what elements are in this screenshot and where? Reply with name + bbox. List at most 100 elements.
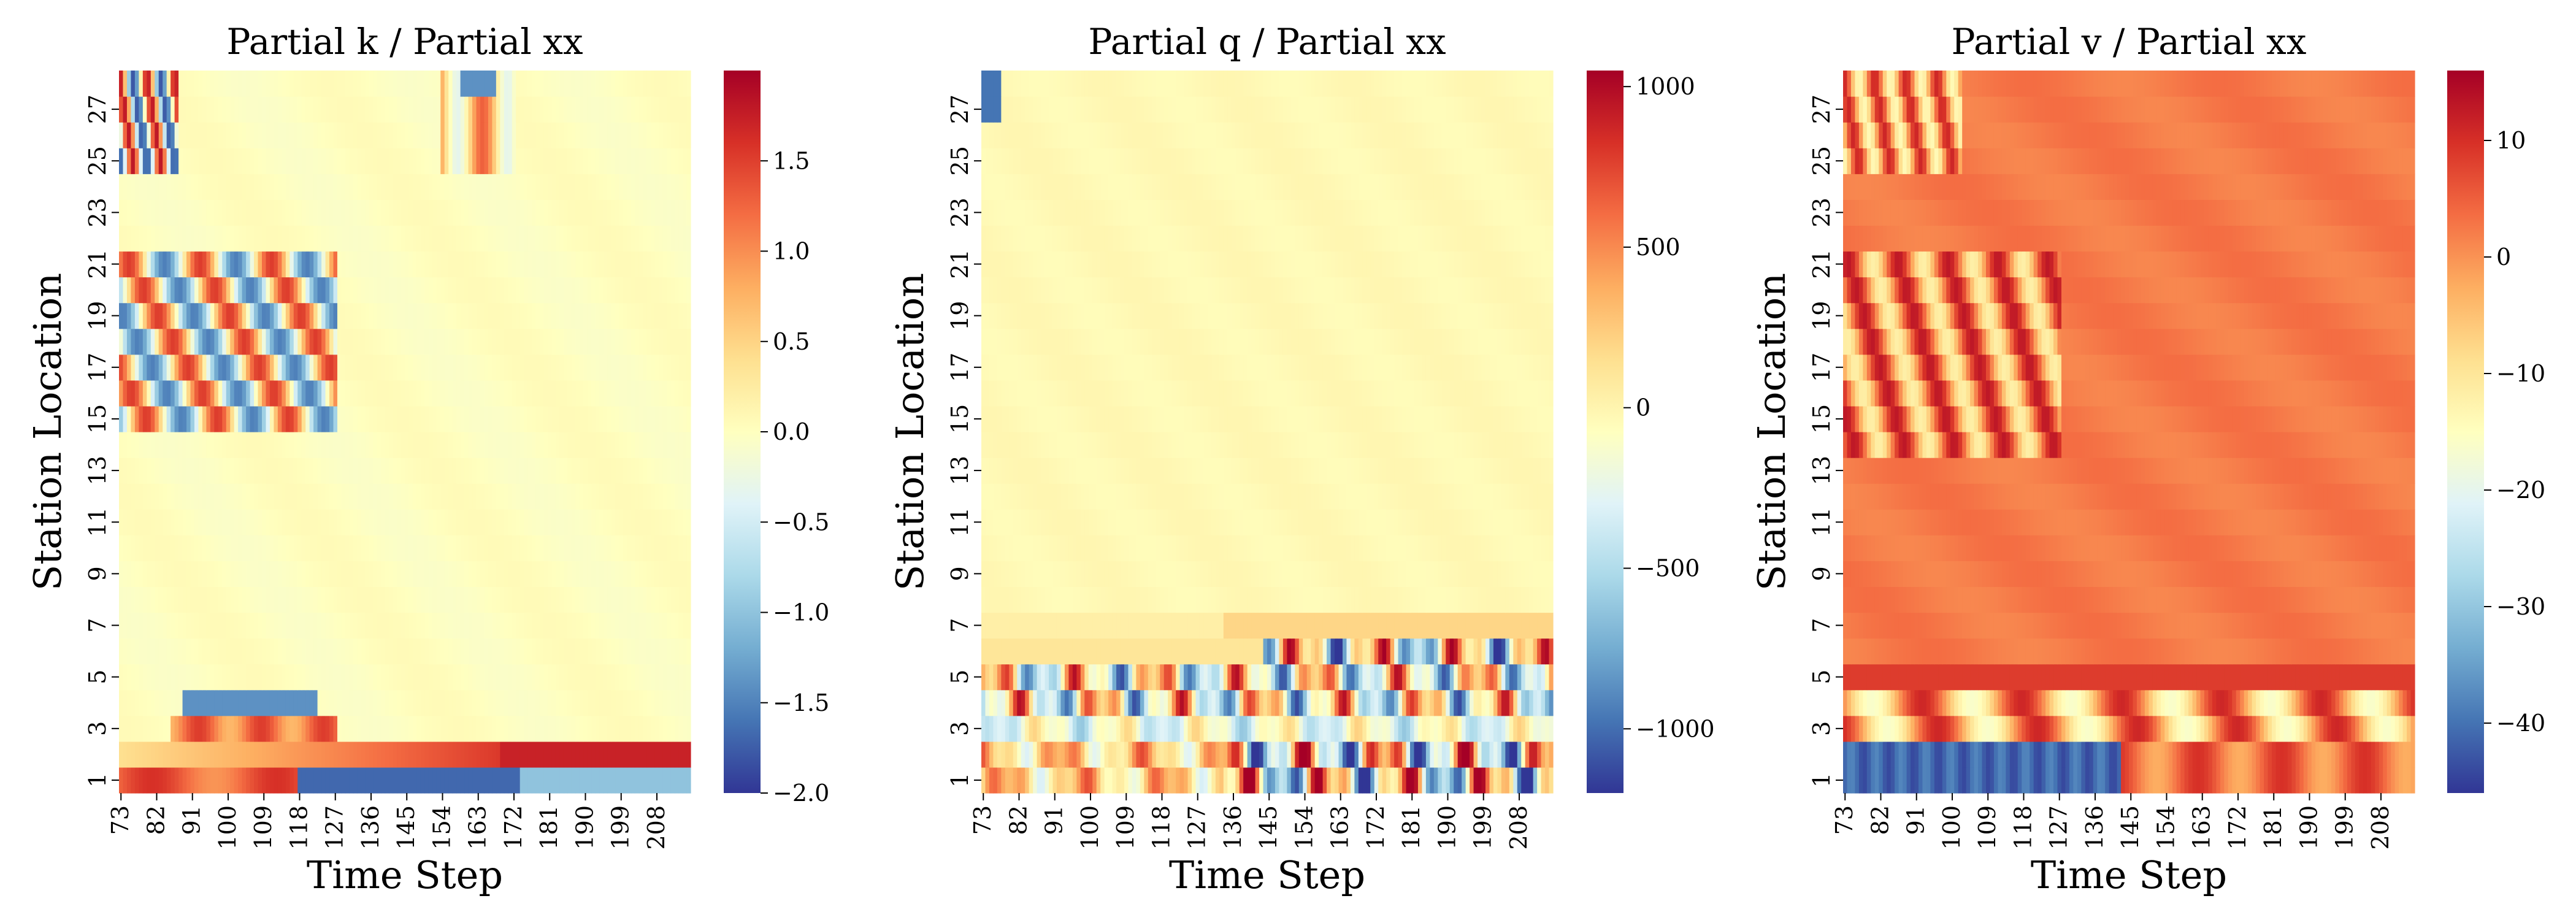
heatmap-cell [659,277,664,304]
heatmap-cell [480,483,485,510]
heatmap-cell [516,225,521,252]
heatmap-cell [1021,741,1025,768]
heatmap-cell [234,380,239,407]
heatmap-cell [226,354,231,381]
heatmap-cell [540,251,545,278]
heatmap-cell [313,174,318,200]
heatmap-cell [623,767,628,794]
heatmap-cell [234,225,239,252]
heatmap-cell [155,380,159,407]
heatmap-cell [401,689,405,716]
heatmap-cell [357,586,362,613]
heatmap-cell [464,225,469,252]
heatmap-cell [293,458,298,484]
heatmap-cell [397,741,402,768]
heatmap-cell [158,638,163,665]
heatmap-cell [1259,715,1264,742]
heatmap-cell [631,251,635,278]
heatmap-cell [274,715,278,742]
heatmap-cell [214,277,219,304]
heatmap-cell [123,96,128,123]
heatmap-cell [452,405,457,432]
heatmap-cell [635,302,640,329]
heatmap-cell [678,148,683,174]
heatmap-cell [321,715,326,742]
heatmap-cell [1438,715,1443,742]
heatmap-cell [583,741,588,768]
heatmap-cell [1088,638,1093,665]
heatmap-cell [134,354,139,381]
heatmap-cell [1525,715,1530,742]
heatmap-cell [385,509,389,535]
heatmap-cell [619,174,624,200]
heatmap-cell [428,122,433,148]
heatmap-cell [321,664,326,691]
heatmap-cell [460,174,465,200]
heatmap-cell [246,586,251,613]
heatmap-cell [504,535,508,561]
heatmap-cell [638,96,643,123]
heatmap-cell [1076,638,1081,665]
heatmap-cell [1354,767,1359,794]
heatmap-cell [158,586,163,613]
heatmap-cell [619,122,624,148]
heatmap-cell [341,741,346,768]
heatmap-cell [516,302,521,329]
heatmap-cell [997,689,1002,716]
heatmap-cell [519,380,524,407]
heatmap-cell [643,277,648,304]
heatmap-cell [496,664,500,691]
heatmap-cell [638,586,643,613]
heatmap-cell [317,405,322,432]
heatmap-cell [1160,638,1165,665]
heatmap-cell [670,689,675,716]
heatmap-cell [337,432,342,458]
heatmap-cell [675,174,680,200]
heatmap-cell [1370,689,1375,716]
heatmap-cell [551,483,556,510]
heatmap-cell [619,302,624,329]
heatmap-cell [524,741,529,768]
heatmap-cell [1414,741,1419,768]
heatmap-cell [623,96,628,123]
heatmap-cell [242,741,247,768]
heatmap-cell [341,122,346,148]
heatmap-cell [1549,689,1554,716]
heatmap-cell [1319,664,1324,691]
heatmap-cell [293,354,298,381]
heatmap-cell [1362,741,1367,768]
heatmap-cell [345,767,350,794]
heatmap-cell [254,225,259,252]
heatmap-cell [571,148,576,174]
heatmap-cell [424,251,429,278]
heatmap-cell [428,405,433,432]
heatmap-cell [218,380,223,407]
heatmap-cell [321,96,326,123]
heatmap-cell [269,174,275,200]
heatmap-cell [524,354,529,381]
heatmap-cell [365,535,370,561]
heatmap-cell [683,612,688,639]
heatmap-cell [202,199,207,226]
heatmap-cell [1314,741,1319,768]
heatmap-cell [527,328,532,355]
heatmap-cell [134,612,139,639]
heatmap-cell [147,509,151,535]
heatmap-cell [305,225,310,252]
heatmap-cell [126,328,132,355]
heatmap-cell [174,612,179,639]
heatmap-cell [329,432,334,458]
heatmap-cell [599,741,604,768]
heatmap-cell [333,277,338,304]
heatmap-cell [1438,664,1443,691]
heatmap-cell [1346,741,1351,768]
heatmap-cell [134,71,139,97]
heatmap-cell [619,251,624,278]
heatmap-cell [476,664,481,691]
heatmap-cell [662,483,667,510]
heatmap-cell [139,328,144,355]
heatmap-cell [147,251,151,278]
heatmap-cell [583,535,588,561]
heatmap-cell [532,509,537,535]
heatmap-cell [1517,715,1522,742]
